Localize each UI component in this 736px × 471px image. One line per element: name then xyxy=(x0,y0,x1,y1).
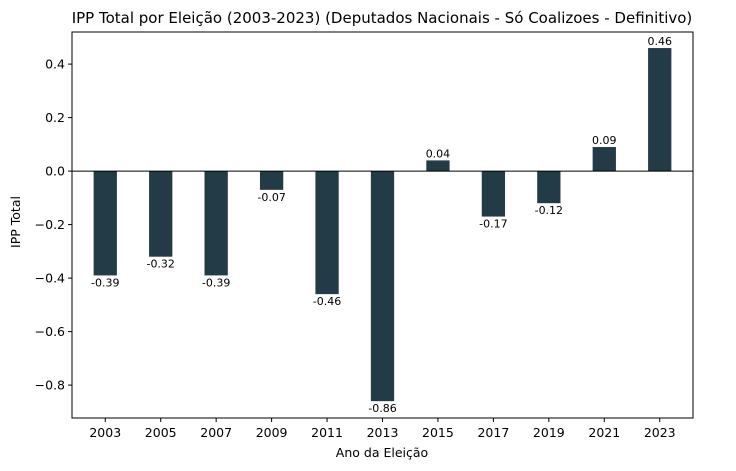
x-tick-label: 2015 xyxy=(422,425,454,440)
data-label: -0.17 xyxy=(479,218,507,231)
x-tick-label: 2023 xyxy=(644,425,676,440)
bar xyxy=(426,160,450,172)
y-tick-label: −0.4 xyxy=(35,271,65,286)
bar xyxy=(370,171,395,402)
y-tick-label: 0.2 xyxy=(45,110,65,125)
bar xyxy=(93,171,117,276)
data-label: -0.39 xyxy=(202,276,230,289)
bar xyxy=(259,171,284,190)
y-tick-label: 0.4 xyxy=(45,57,65,72)
x-tick-label: 2019 xyxy=(533,425,565,440)
y-axis-label: IPP Total xyxy=(8,196,23,248)
x-tick-label: 2021 xyxy=(588,425,620,440)
x-tick-label: 2007 xyxy=(200,425,232,440)
data-label: -0.39 xyxy=(91,276,119,289)
bar xyxy=(149,171,173,257)
bar xyxy=(204,171,228,276)
data-label: -0.86 xyxy=(368,402,396,415)
x-tick-label: 2011 xyxy=(311,425,343,440)
data-label: -0.07 xyxy=(257,191,285,204)
bar xyxy=(315,171,339,295)
data-label: -0.46 xyxy=(313,295,341,308)
plot-area: 0.4 0.2 0.0 −0.2 −0.4 −0.6 −0.8 2003 -0.39 2005 -0… xyxy=(35,31,694,440)
data-label: 0.04 xyxy=(426,147,451,160)
y-tick-label: 0.0 xyxy=(45,164,65,179)
data-label: -0.32 xyxy=(146,258,174,271)
x-tick-label: 2003 xyxy=(89,425,121,440)
data-label: -0.12 xyxy=(535,204,563,217)
x-tick-label: 2005 xyxy=(145,425,177,440)
y-tick-label: −0.6 xyxy=(35,324,65,339)
x-tick-label: 2017 xyxy=(477,425,509,440)
bar xyxy=(537,171,561,204)
x-axis-label: Ano da Eleição xyxy=(336,445,428,460)
chart-title: IPP Total por Eleição (2003-2023) (Deput… xyxy=(72,9,693,27)
x-tick-label: 2013 xyxy=(367,425,399,440)
bar xyxy=(481,171,506,217)
y-tick-label: −0.8 xyxy=(35,378,65,393)
y-tick-label: −0.2 xyxy=(35,217,65,232)
data-label: 0.46 xyxy=(647,35,672,48)
bar xyxy=(592,147,616,172)
x-tick-label: 2009 xyxy=(256,425,288,440)
bar xyxy=(648,48,672,172)
data-label: 0.09 xyxy=(592,134,617,147)
